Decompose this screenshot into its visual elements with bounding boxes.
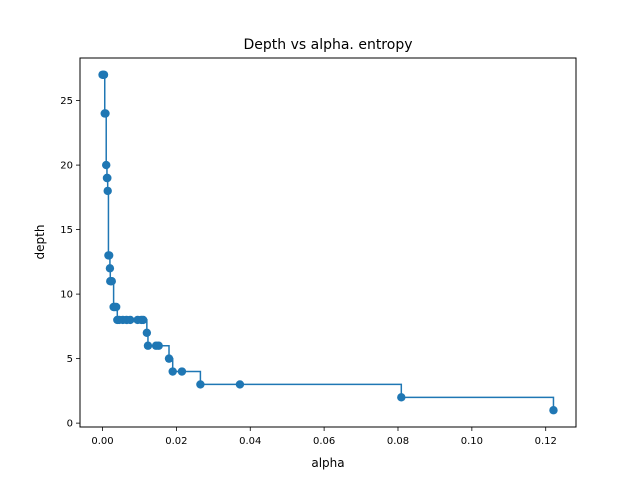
data-point — [168, 367, 177, 376]
data-point — [102, 160, 111, 170]
data-point — [143, 341, 153, 350]
x-tick-label: 0.04 — [239, 436, 261, 447]
data-point — [105, 264, 115, 273]
y-axis: 0 5 10 15 20 25 — [60, 96, 80, 430]
y-tick-label: 20 — [60, 161, 73, 172]
plot-area — [98, 70, 558, 415]
x-tick-label: 0.12 — [535, 436, 557, 447]
data-point — [177, 367, 187, 376]
data-point — [111, 302, 121, 312]
data-point — [99, 70, 109, 79]
data-point — [235, 380, 245, 389]
data-point — [138, 315, 148, 325]
y-tick-label: 25 — [60, 96, 73, 107]
y-tick-label: 15 — [60, 225, 73, 236]
data-point — [103, 186, 112, 196]
x-tick-label: 0.06 — [313, 436, 335, 447]
x-axis: 0.00 0.02 0.04 0.06 0.08 0.10 0.12 — [91, 427, 557, 447]
y-tick-label: 0 — [67, 419, 73, 430]
data-point — [101, 109, 110, 118]
x-tick-label: 0.00 — [91, 436, 113, 447]
y-tick-label: 5 — [67, 354, 73, 365]
x-tick-label: 0.02 — [165, 436, 187, 447]
data-point — [104, 251, 114, 260]
data-point — [142, 328, 152, 338]
data-point — [126, 315, 135, 325]
y-axis-label: depth — [33, 225, 47, 260]
x-axis-label: alpha — [311, 456, 344, 470]
y-tick-label: 10 — [60, 290, 73, 301]
data-point — [154, 341, 163, 350]
data-point — [196, 380, 205, 389]
axes-frame — [79, 57, 577, 428]
x-tick-label: 0.08 — [387, 436, 409, 447]
data-point — [549, 406, 558, 415]
x-tick-label: 0.10 — [461, 436, 483, 447]
data-point — [164, 354, 174, 363]
data-point — [397, 393, 406, 402]
chart-title: Depth vs alpha. entropy — [244, 37, 413, 53]
data-point — [103, 173, 112, 183]
data-point — [107, 277, 116, 286]
